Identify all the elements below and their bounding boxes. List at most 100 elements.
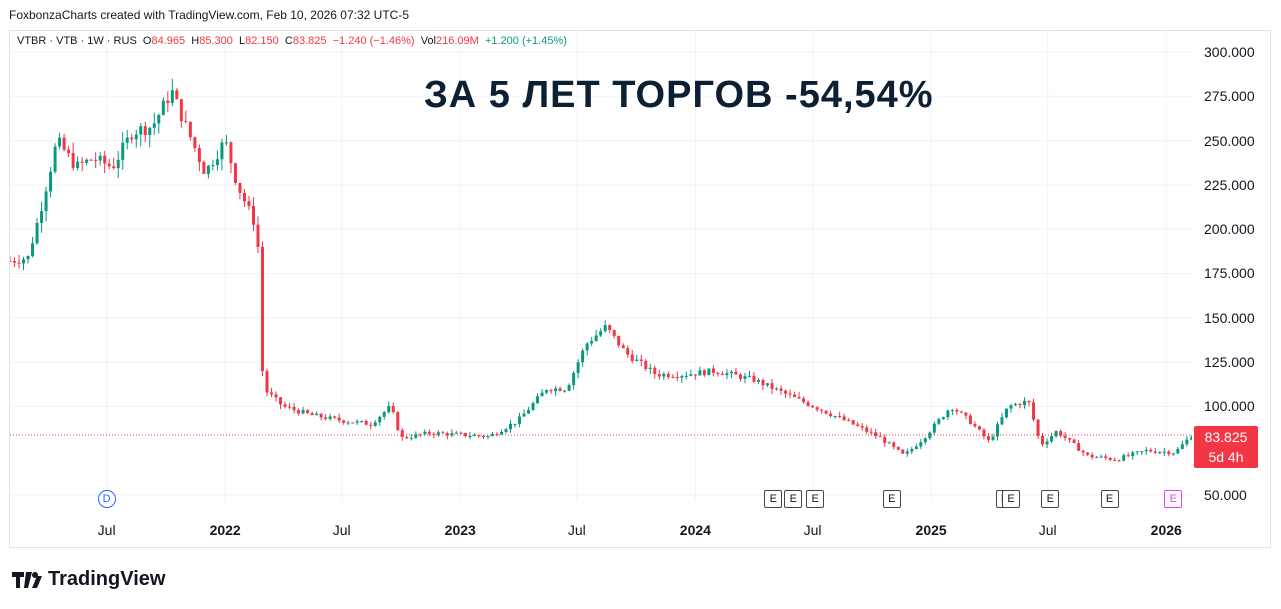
candle-body [468,435,472,437]
y-tick-label: 200.000 [1204,221,1255,238]
candle-body [382,412,386,417]
candle-body [31,243,35,256]
candle-body [1104,456,1108,458]
candle-body [288,406,292,408]
earnings-marker[interactable]: E [806,490,825,508]
candle-body [531,403,535,410]
candle-body [635,359,639,361]
earnings-marker[interactable]: E [764,490,783,508]
x-tick-label: Jul [97,522,116,538]
earnings-marker[interactable]: E [1164,490,1183,508]
candle-body [797,396,801,399]
y-tick-label: 250.000 [1204,132,1255,149]
tradingview-logo[interactable]: TradingView [12,568,165,591]
candle-body [1063,435,1067,438]
candle-body [905,451,909,454]
earnings-marker[interactable]: E [882,490,901,508]
candle-body [666,373,670,377]
candle-body [346,422,350,424]
candle-body [242,192,246,202]
candle-body [567,385,571,391]
candle-body [874,432,878,437]
legend-close-value: 83.825 [292,35,327,47]
y-tick-label: 300.000 [1204,43,1255,60]
earnings-marker[interactable]: E [784,490,803,508]
candle-body [116,159,120,169]
candle-body [549,390,553,392]
candle-body [1180,444,1184,449]
candle-body [1081,450,1085,453]
candle-body [779,388,783,391]
candle-body [197,148,201,163]
candle-body [991,436,995,440]
candle-body [594,335,598,341]
candle-body [10,261,12,263]
candle-body [599,331,603,336]
candle-body [53,146,57,172]
candle-body [297,410,301,414]
candle-body [572,372,576,386]
candle-body [143,126,147,136]
legend-high-label: H [191,35,200,47]
x-tick-label: Jul [803,522,822,538]
candle-body [671,376,675,378]
candle-body [540,392,544,397]
candle-body [964,412,968,416]
candle-body [941,417,945,420]
candle-body [251,206,255,225]
candle-body [1171,453,1175,455]
candle-body [558,388,562,392]
candle-body [134,134,138,140]
candle-body [865,427,869,432]
legend-low-value: 82.150 [245,35,279,47]
candle-body [188,121,192,138]
candle-body [472,435,476,437]
candle-body [369,424,373,426]
chart-frame [9,30,1271,548]
candle-body [495,433,499,435]
candle-body [315,413,319,416]
candle-body [766,383,770,386]
candle-body [621,345,625,349]
bar-countdown: 5d 4h [1208,449,1244,465]
y-tick-label: 275.000 [1204,88,1255,105]
candle-body [946,410,950,418]
candle-body [1153,451,1157,453]
candle-body [364,421,368,425]
candle-body [125,137,129,143]
x-tick-label: Jul [332,522,351,538]
earnings-marker[interactable]: E [1001,490,1020,508]
earnings-marker[interactable]: E [1041,490,1060,508]
legend-high-value: 85.300 [199,35,233,47]
candle-body [265,371,269,393]
y-tick-label: 150.000 [1204,309,1255,326]
candle-body [896,446,900,450]
candle-body [161,100,165,116]
candle-body [725,373,729,376]
candle-body [477,435,481,437]
candle-body [139,126,143,135]
dividend-marker[interactable]: D [97,490,116,508]
candle-body [968,415,972,424]
candle-body [436,432,440,435]
candle-body [337,417,341,421]
candlestick-chart[interactable] [10,31,1192,547]
candle-body [44,191,48,212]
candle-body [608,325,612,331]
legend-change: −1.240 (−1.46%) [332,35,415,47]
candle-body [94,159,98,161]
candle-body [675,377,679,379]
candle-body [184,120,188,122]
earnings-marker[interactable]: E [1100,490,1119,508]
candle-body [432,433,436,435]
candle-body [720,373,724,376]
candle-body [756,379,760,382]
candle-body [310,413,314,416]
candle-body [653,367,657,375]
candle-body [1014,404,1018,406]
legend-symbol: VTBR · VTB · 1W · RUS [17,35,137,47]
candle-body [152,123,156,128]
candle-body [919,442,923,447]
candle-body [693,374,697,376]
candle-body [1059,431,1063,436]
